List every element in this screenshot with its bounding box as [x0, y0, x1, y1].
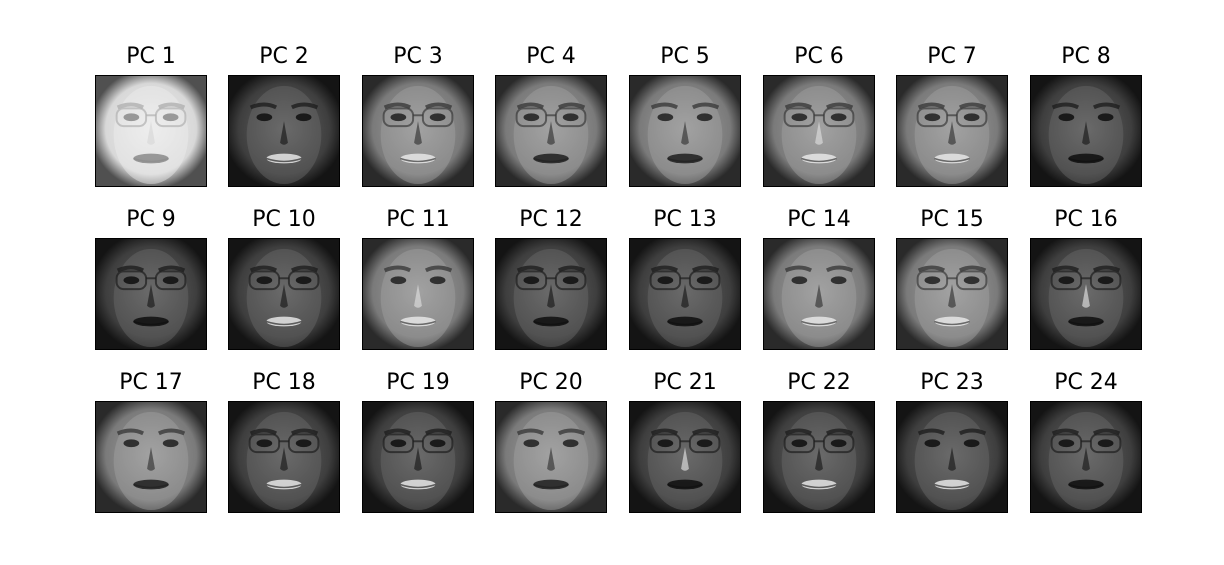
panel-title: PC 24 [1054, 370, 1118, 395]
eigenface-image [95, 238, 207, 350]
panel-title: PC 20 [519, 370, 583, 395]
face-panel: PC 16 [1030, 205, 1142, 351]
face-panel: PC 6 [763, 42, 875, 188]
eigenface-image [629, 238, 741, 350]
panel-title: PC 4 [526, 44, 576, 69]
face-panel: PC 23 [896, 368, 1008, 514]
eigenface-image [95, 401, 207, 513]
panel-title: PC 2 [259, 44, 309, 69]
face-panel: PC 13 [629, 205, 741, 351]
panel-title: PC 15 [920, 207, 984, 232]
face-panel: PC 1 [95, 42, 207, 188]
eigenface-image [495, 75, 607, 187]
panel-title: PC 18 [252, 370, 316, 395]
face-panel: PC 15 [896, 205, 1008, 351]
eigenface-image [896, 238, 1008, 350]
face-panel: PC 7 [896, 42, 1008, 188]
panel-title: PC 21 [653, 370, 717, 395]
face-panel: PC 3 [362, 42, 474, 188]
face-panel: PC 4 [495, 42, 607, 188]
panel-title: PC 9 [126, 207, 176, 232]
face-panel: PC 2 [228, 42, 340, 188]
eigenface-image [1030, 75, 1142, 187]
eigenface-image [362, 238, 474, 350]
eigenface-image [495, 238, 607, 350]
panel-title: PC 7 [927, 44, 977, 69]
eigenface-image [362, 75, 474, 187]
face-panel: PC 21 [629, 368, 741, 514]
eigenface-image [629, 75, 741, 187]
panel-title: PC 5 [660, 44, 710, 69]
panel-title: PC 3 [393, 44, 443, 69]
eigenface-image [896, 401, 1008, 513]
panel-title: PC 14 [787, 207, 851, 232]
panel-title: PC 1 [126, 44, 176, 69]
eigenface-image [1030, 401, 1142, 513]
panel-title: PC 22 [787, 370, 851, 395]
panel-title: PC 12 [519, 207, 583, 232]
face-panel: PC 12 [495, 205, 607, 351]
face-panel: PC 18 [228, 368, 340, 514]
panel-title: PC 6 [794, 44, 844, 69]
panel-title: PC 11 [386, 207, 450, 232]
face-panel: PC 10 [228, 205, 340, 351]
eigenface-image [763, 238, 875, 350]
eigenface-image [228, 75, 340, 187]
panel-title: PC 8 [1061, 44, 1111, 69]
eigenface-image [495, 401, 607, 513]
face-panel: PC 8 [1030, 42, 1142, 188]
panel-title: PC 19 [386, 370, 450, 395]
face-panel: PC 11 [362, 205, 474, 351]
panel-title: PC 23 [920, 370, 984, 395]
face-panel: PC 14 [763, 205, 875, 351]
panel-title: PC 16 [1054, 207, 1118, 232]
face-panel: PC 20 [495, 368, 607, 514]
eigenface-image [95, 75, 207, 187]
eigenface-image [629, 401, 741, 513]
face-panel: PC 22 [763, 368, 875, 514]
panel-title: PC 13 [653, 207, 717, 232]
face-panel: PC 24 [1030, 368, 1142, 514]
face-panel: PC 5 [629, 42, 741, 188]
eigenface-image [896, 75, 1008, 187]
face-panel: PC 17 [95, 368, 207, 514]
eigenface-image [362, 401, 474, 513]
panel-title: PC 10 [252, 207, 316, 232]
eigenface-image [228, 238, 340, 350]
eigenface-image [763, 75, 875, 187]
face-panel: PC 19 [362, 368, 474, 514]
eigenface-image [228, 401, 340, 513]
eigenface-image [763, 401, 875, 513]
panel-title: PC 17 [119, 370, 183, 395]
face-panel: PC 9 [95, 205, 207, 351]
eigenface-image [1030, 238, 1142, 350]
